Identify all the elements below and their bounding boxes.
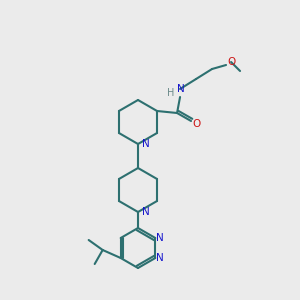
Text: O: O [192, 119, 200, 129]
Text: N: N [177, 84, 185, 94]
Text: N: N [142, 139, 150, 149]
Text: O: O [227, 57, 235, 67]
Text: H: H [167, 88, 175, 98]
Text: N: N [156, 233, 164, 243]
Text: N: N [142, 207, 150, 217]
Text: N: N [156, 253, 164, 263]
